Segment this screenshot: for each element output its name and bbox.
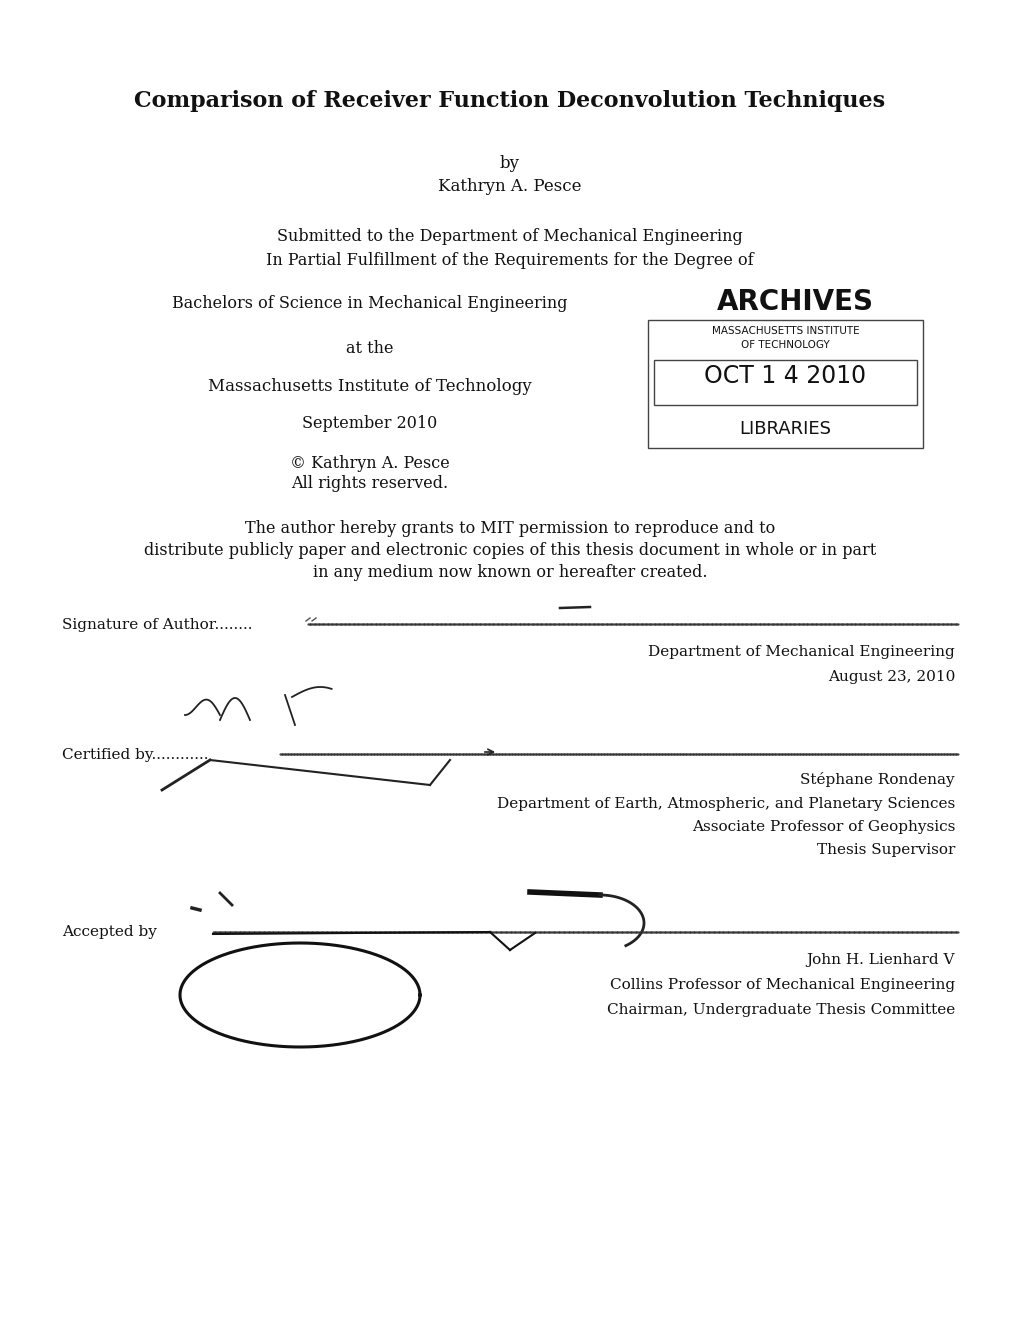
Text: The author hereby grants to MIT permission to reproduce and to: The author hereby grants to MIT permissi…: [245, 520, 774, 537]
Text: Thesis Supervisor: Thesis Supervisor: [816, 843, 954, 857]
Text: MASSACHUSETTS INSTITUTE: MASSACHUSETTS INSTITUTE: [711, 326, 858, 337]
Text: Kathryn A. Pesce: Kathryn A. Pesce: [438, 178, 581, 195]
Text: Collins Professor of Mechanical Engineering: Collins Professor of Mechanical Engineer…: [609, 978, 954, 993]
Text: LIBRARIES: LIBRARIES: [739, 420, 830, 438]
Text: Certified by............: Certified by............: [62, 748, 208, 762]
Text: John H. Lienhard V: John H. Lienhard V: [806, 953, 954, 968]
Text: © Kathryn A. Pesce: © Kathryn A. Pesce: [289, 455, 449, 473]
Text: OCT 1 4 2010: OCT 1 4 2010: [704, 364, 866, 388]
Text: Signature of Author........: Signature of Author........: [62, 618, 253, 632]
Text: September 2010: September 2010: [302, 414, 437, 432]
Text: Department of Earth, Atmospheric, and Planetary Sciences: Department of Earth, Atmospheric, and Pl…: [496, 797, 954, 810]
Text: distribute publicly paper and electronic copies of this thesis document in whole: distribute publicly paper and electronic…: [144, 543, 875, 558]
Text: by: by: [499, 154, 520, 172]
Text: Accepted by: Accepted by: [62, 925, 157, 939]
Text: Submitted to the Department of Mechanical Engineering: Submitted to the Department of Mechanica…: [277, 228, 742, 246]
Text: ARCHIVES: ARCHIVES: [715, 288, 872, 315]
Text: In Partial Fulfillment of the Requirements for the Degree of: In Partial Fulfillment of the Requiremen…: [266, 252, 753, 269]
Text: Stéphane Rondenay: Stéphane Rondenay: [800, 772, 954, 787]
Text: in any medium now known or hereafter created.: in any medium now known or hereafter cre…: [313, 564, 706, 581]
Text: at the: at the: [345, 341, 393, 356]
Bar: [647, 319, 922, 447]
Text: Associate Professor of Geophysics: Associate Professor of Geophysics: [691, 820, 954, 834]
Bar: [653, 360, 916, 405]
Text: Massachusetts Institute of Technology: Massachusetts Institute of Technology: [208, 378, 531, 395]
Text: OF TECHNOLOGY: OF TECHNOLOGY: [741, 341, 829, 350]
Text: Chairman, Undergraduate Thesis Committee: Chairman, Undergraduate Thesis Committee: [606, 1003, 954, 1016]
Text: All rights reserved.: All rights reserved.: [291, 475, 448, 492]
Text: Bachelors of Science in Mechanical Engineering: Bachelors of Science in Mechanical Engin…: [172, 294, 568, 312]
Text: Department of Mechanical Engineering: Department of Mechanical Engineering: [648, 645, 954, 659]
Text: August 23, 2010: August 23, 2010: [826, 671, 954, 684]
Text: Comparison of Receiver Function Deconvolution Techniques: Comparison of Receiver Function Deconvol…: [135, 90, 884, 112]
